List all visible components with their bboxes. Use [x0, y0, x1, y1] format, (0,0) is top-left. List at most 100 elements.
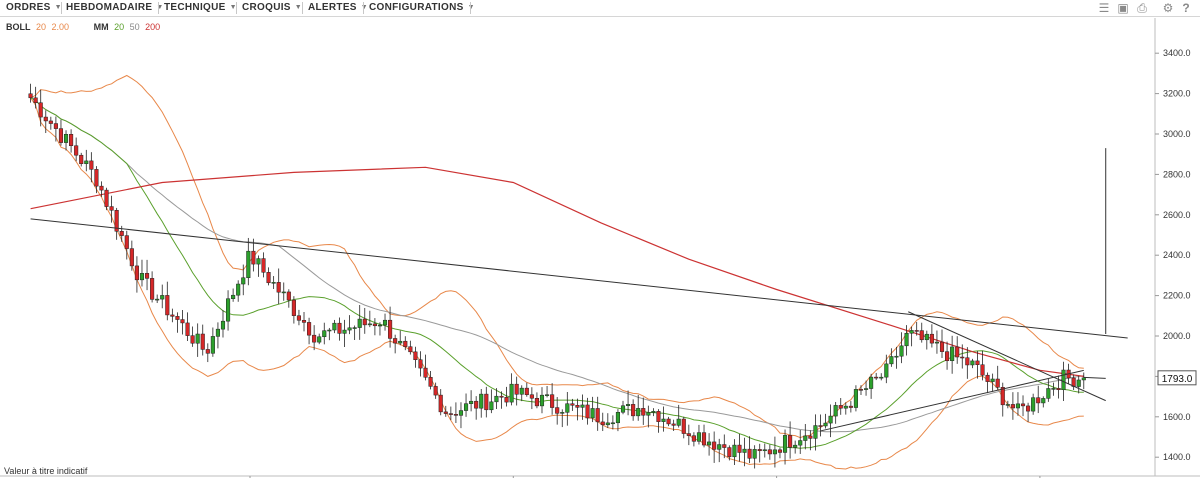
candle-body: [707, 441, 712, 446]
candle-body: [94, 169, 99, 187]
layers-icon[interactable]: ☰: [1098, 1, 1110, 15]
candle-body: [676, 418, 681, 426]
candle-body: [747, 448, 752, 459]
candle-body: [296, 315, 301, 321]
y-tick-label: 1600.0: [1163, 412, 1191, 422]
candle-body: [347, 327, 352, 331]
menu-ordres[interactable]: ORDRES ▼: [6, 2, 62, 13]
last-price-tag: [1157, 370, 1197, 386]
candle-body: [43, 116, 48, 122]
menu-croquis[interactable]: CROQUIS ▼: [242, 2, 303, 13]
menu-alertes[interactable]: ALERTES ▼: [308, 2, 369, 13]
candle-body: [610, 422, 615, 425]
y-tick-label: 2600.0: [1163, 210, 1191, 220]
bollinger-upper: [30, 74, 1084, 439]
candle-body: [691, 435, 696, 442]
candle-body: [803, 435, 808, 441]
candle-body: [864, 388, 869, 390]
candle-body: [600, 421, 605, 426]
candle-body: [843, 405, 848, 409]
candle-body: [924, 333, 929, 341]
candle-body: [134, 265, 139, 281]
candle-body: [281, 291, 286, 294]
print-icon[interactable]: ⎙: [1137, 1, 1147, 15]
candle-body: [89, 160, 94, 170]
candle-body: [479, 393, 484, 409]
candle-body: [251, 250, 256, 265]
candle-body: [560, 412, 565, 414]
y-tick-label: 2000.0: [1163, 331, 1191, 341]
candle-body: [79, 154, 84, 164]
candle-body: [575, 405, 580, 408]
candle-body: [337, 322, 342, 334]
candle-body: [165, 295, 170, 316]
candle-body: [226, 298, 231, 322]
candle-body: [327, 329, 332, 332]
menu-hebdomadaire[interactable]: HEBDOMADAIRE ▼: [66, 2, 164, 13]
candle-body: [129, 248, 134, 267]
candle-body: [291, 299, 296, 316]
candle-body: [833, 405, 838, 417]
candle-body: [433, 386, 438, 396]
help-icon[interactable]: ?: [1182, 1, 1190, 15]
candle-body: [393, 338, 398, 344]
candle-body: [489, 401, 494, 411]
gear-icon[interactable]: ⚙: [1162, 1, 1174, 15]
y-tick-label: 2800.0: [1163, 169, 1191, 179]
candle-body: [509, 383, 514, 403]
candle-body: [185, 322, 190, 336]
candle-body: [499, 395, 504, 398]
candle-body: [782, 435, 788, 453]
candle-body: [737, 444, 742, 453]
candle-body: [788, 435, 793, 448]
candle-body: [246, 250, 251, 279]
candle-body: [646, 412, 651, 416]
candle-body: [155, 298, 160, 301]
image-icon[interactable]: ▣: [1117, 1, 1129, 15]
candle-body: [1031, 397, 1036, 412]
candle-body: [929, 333, 934, 344]
trendline: [820, 369, 1084, 432]
candle-body: [1041, 398, 1046, 404]
indicator-legend: BOLL 20 2.00 MM 20 50 200: [6, 22, 163, 32]
candle-body: [818, 425, 823, 427]
candle-body: [767, 449, 772, 455]
candle-body: [529, 394, 534, 399]
candle-body: [848, 405, 853, 408]
candle-body: [555, 407, 560, 414]
candle-body: [494, 395, 499, 403]
candle-body: [236, 283, 241, 296]
candle-body: [620, 405, 626, 413]
y-tick-label: 3000.0: [1163, 129, 1191, 139]
chart-toolbar: ORDRES ▼ HEBDOMADAIRE ▼ TECHNIQUE ▼ CROQUIS…: [0, 0, 1200, 17]
candle-body: [631, 404, 636, 417]
candle-body: [772, 449, 777, 455]
candle-body: [838, 405, 843, 409]
price-chart[interactable]: 1400.01600.01800.02000.02200.02400.02600…: [0, 18, 1200, 478]
menu-technique[interactable]: TECHNIQUE ▼: [164, 2, 237, 13]
menu-configurations[interactable]: CONFIGURATIONS ▼: [369, 2, 475, 13]
candle-body: [1046, 388, 1051, 399]
candle-body: [1056, 388, 1061, 391]
candle-body: [322, 330, 327, 338]
candle-body: [1005, 404, 1010, 406]
candle-body: [798, 440, 803, 446]
candle-body: [681, 418, 686, 434]
candle-body: [220, 320, 226, 330]
candle-body: [33, 97, 38, 104]
candle-body: [170, 314, 175, 317]
candle-body: [200, 333, 205, 350]
candle-body: [150, 278, 155, 300]
candle-body: [438, 394, 443, 413]
candle-body: [615, 411, 620, 424]
ma200-line: [30, 166, 1084, 377]
candle-body: [301, 320, 307, 323]
menu-separator: [158, 2, 159, 14]
candle-body: [1081, 377, 1086, 381]
candle-body: [1076, 379, 1081, 387]
y-tick-label: 2400.0: [1163, 250, 1191, 260]
candle-body: [641, 408, 646, 416]
candle-body: [869, 376, 874, 389]
candle-body: [388, 319, 393, 339]
candle-body: [352, 327, 357, 329]
